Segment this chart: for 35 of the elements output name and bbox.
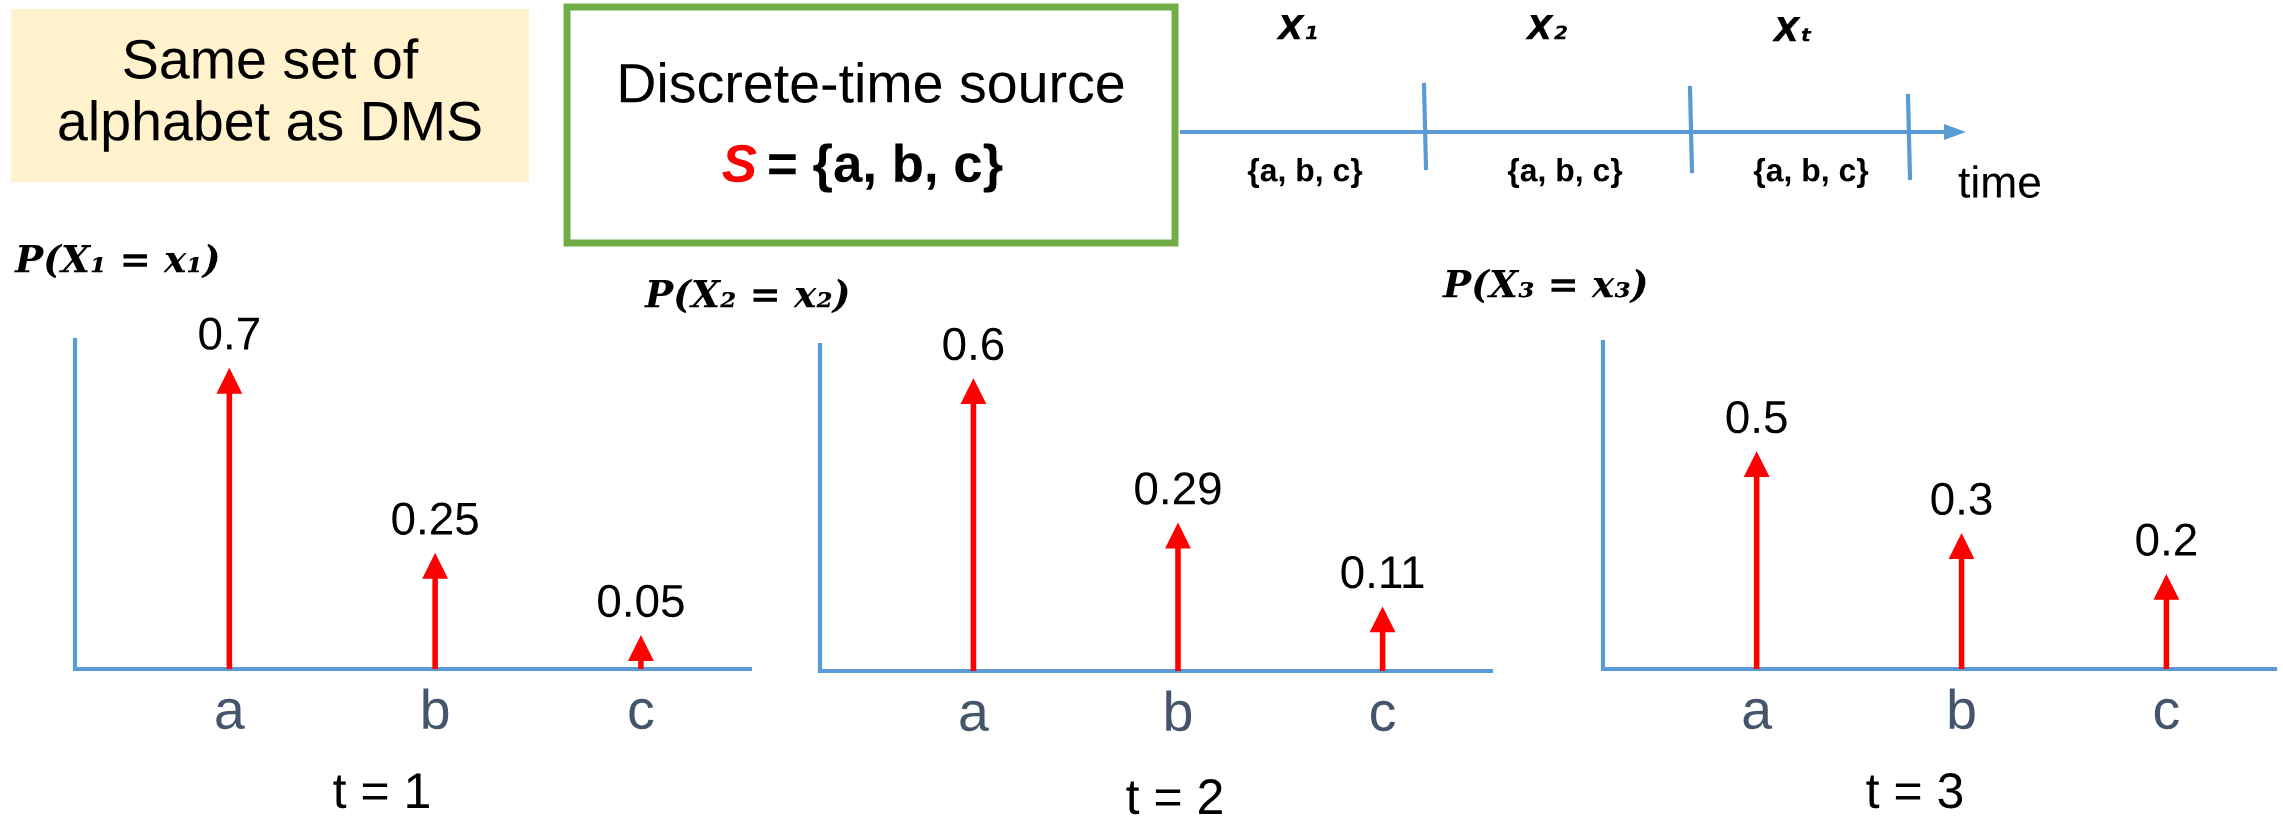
x-tick-label: c [1371,700,1395,732]
text: {a, b, c} [1247,158,1363,188]
text: X₁ [1276,14,1317,40]
data-label: 0.7 [199,317,259,350]
text: S [722,144,757,183]
text: X₂ [1525,14,1567,40]
data-label: 0.5 [1726,400,1787,434]
text: Xₜ [1772,16,1812,42]
text: {a, b, c} [1507,158,1623,188]
text: Same set of alphabet as DMS [59,38,481,152]
x-tick-label: c [629,698,654,730]
x-axis-title: t = 1 [333,773,429,809]
data-label: 0.11 [1341,556,1424,589]
text: = {a, b, c} [769,143,1003,193]
x-tick-label: a [216,698,245,730]
x-axis-title: t = 3 [1866,773,1963,809]
x-tick-label: a [960,700,989,732]
text: {a, b, c} [1753,158,1869,188]
y-axis-title: P(X₂ = x₂) [644,278,848,314]
text: Discrete-time source [620,62,1124,103]
data-label: 0.6 [943,327,1004,361]
y-axis-title: P(X₁ = x₁) [14,243,218,279]
data-label: 0.05 [598,584,684,618]
data-label: 0.29 [1135,472,1221,505]
x-tick-label: b [1166,690,1192,732]
x-tick-label: c [2154,698,2179,730]
x-tick-label: b [1949,688,1975,730]
x-tick-label: a [1743,698,1773,730]
text: time [1958,165,2041,198]
data-label: 0.3 [1931,482,1992,516]
data-label: 0.25 [392,502,478,535]
y-axis-title: P(X₃ = x₃) [1442,268,1646,304]
x-axis-title: t = 2 [1126,779,1222,815]
data-label: 0.2 [2136,523,2196,556]
x-tick-label: b [423,688,449,730]
